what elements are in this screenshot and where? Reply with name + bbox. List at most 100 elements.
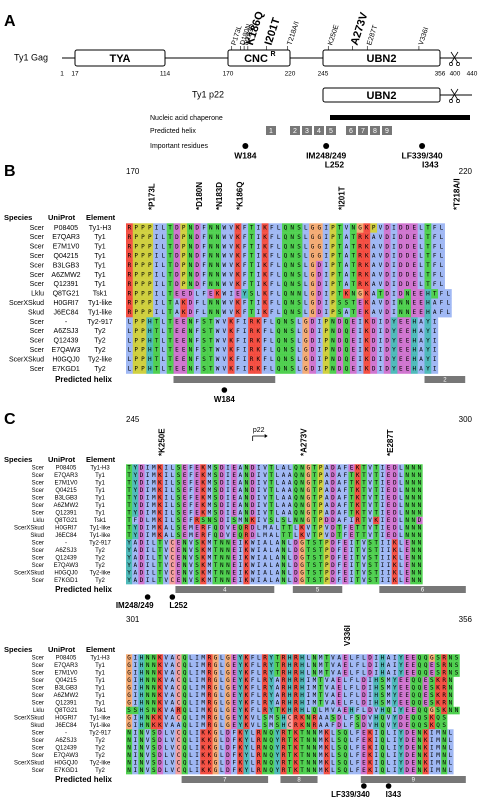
residue-cell: [173, 279, 181, 290]
residue-cell: [410, 479, 417, 487]
residue-cell: [428, 744, 436, 752]
residue-cell: [126, 260, 133, 271]
residue-cell: [342, 464, 349, 472]
species: Lklu: [33, 708, 44, 714]
residue-cell: [363, 289, 371, 299]
residue-cell: [292, 661, 300, 670]
residue-cell: [218, 464, 225, 472]
residue-cell: [268, 561, 275, 570]
residue-cell: [434, 714, 442, 722]
residue-cell: [150, 699, 157, 707]
residue-cell: [280, 744, 287, 752]
residue-cell: [441, 721, 448, 730]
residue-cell: [336, 260, 344, 271]
residue-cell: [193, 336, 201, 346]
residue-cell: [132, 279, 140, 290]
residue-cell: [224, 654, 232, 662]
domain-box: [322, 49, 441, 67]
residue-cell: [248, 336, 256, 346]
residue-cell: [286, 714, 293, 722]
residue-cell: [163, 509, 170, 517]
species: Scer: [32, 556, 44, 562]
residue-cell: [391, 576, 398, 585]
residue-cell: [329, 751, 337, 760]
residue-cell: [434, 766, 442, 775]
residue-cell: [311, 501, 318, 510]
residue-cell: [218, 516, 225, 525]
residue-cell: [343, 242, 350, 252]
element: Ty1: [95, 503, 105, 509]
residue-cell: [218, 471, 225, 480]
residue-cell: [342, 736, 349, 745]
residue-cell: [187, 501, 195, 510]
residue-cell: [282, 251, 289, 261]
residue-cell: [126, 509, 133, 517]
sequence: NINVSDLVCQLIKKGLDFKYLRNQYRTKTNNMKLSQLFEK…: [127, 737, 452, 744]
residue-cell: [336, 751, 343, 760]
residue-cell: [366, 706, 374, 715]
uniprot: P08405: [54, 225, 78, 232]
residue-cell: [126, 706, 133, 715]
species: Scer: [32, 753, 44, 759]
residue-cell: [410, 714, 417, 722]
residue-cell: [404, 317, 412, 327]
residue-cell: [150, 471, 157, 480]
residue-cell: [175, 654, 182, 662]
residue-cell: [241, 345, 249, 355]
residue-cell: [416, 524, 423, 532]
position-label: 440: [467, 71, 478, 78]
residue-cell: [169, 676, 176, 685]
residue-cell: [249, 486, 256, 495]
element: Ty1-like: [90, 723, 111, 729]
residue-cell: [169, 479, 176, 487]
residue-cell: [181, 714, 188, 722]
residue-cell: [138, 751, 145, 760]
residue-cell: [363, 317, 371, 327]
residue-cell: [249, 494, 256, 502]
residue-cell: [139, 298, 147, 308]
residue-cell: [156, 751, 164, 760]
uniprot: A6ZSJ3: [54, 328, 79, 335]
element: Ty2: [95, 548, 105, 554]
residue-cell: [243, 561, 250, 570]
residue-cell: [220, 326, 228, 337]
residue-cell: [212, 721, 219, 730]
residue-cell: [231, 721, 238, 730]
residue-cell: [180, 317, 188, 327]
residue-cell: [356, 326, 364, 337]
residue-cell: [417, 223, 425, 233]
element: Ty1-like: [90, 533, 111, 539]
helix-number: 2: [293, 128, 297, 135]
residue-cell: [424, 251, 432, 261]
residue-cell: [234, 317, 242, 327]
residue-cell: [416, 691, 423, 700]
residue-cell: [348, 524, 355, 532]
residue-cell: [241, 251, 249, 261]
residue-cell: [206, 759, 213, 767]
residue-cell: [385, 509, 392, 517]
residue-cell: [336, 298, 344, 308]
residue-cell: [212, 759, 219, 767]
residue-cell: [224, 676, 232, 685]
residue-cell: [286, 676, 293, 685]
residue-cell: [292, 766, 300, 775]
species: Scer: [32, 678, 44, 684]
residue-cell: [234, 298, 242, 308]
residue-cell: [220, 232, 228, 243]
residue-cell: [193, 270, 201, 280]
residue-cell: [417, 345, 425, 355]
element: Ty2: [94, 366, 105, 373]
residue-cell: [286, 669, 293, 677]
residue-cell: [126, 736, 133, 745]
residue-cell: [322, 232, 330, 243]
residue-cell: [249, 516, 256, 525]
residue-cell: [255, 546, 263, 555]
element: Ty1-H3: [90, 466, 110, 472]
residue-cell: [410, 546, 417, 555]
residue-cell: [286, 569, 293, 577]
residue-cell: [231, 464, 238, 472]
residue-cell: [416, 501, 423, 510]
residue-cell: [224, 479, 232, 487]
residue-cell: [416, 569, 423, 577]
residue-cell: [132, 744, 139, 752]
